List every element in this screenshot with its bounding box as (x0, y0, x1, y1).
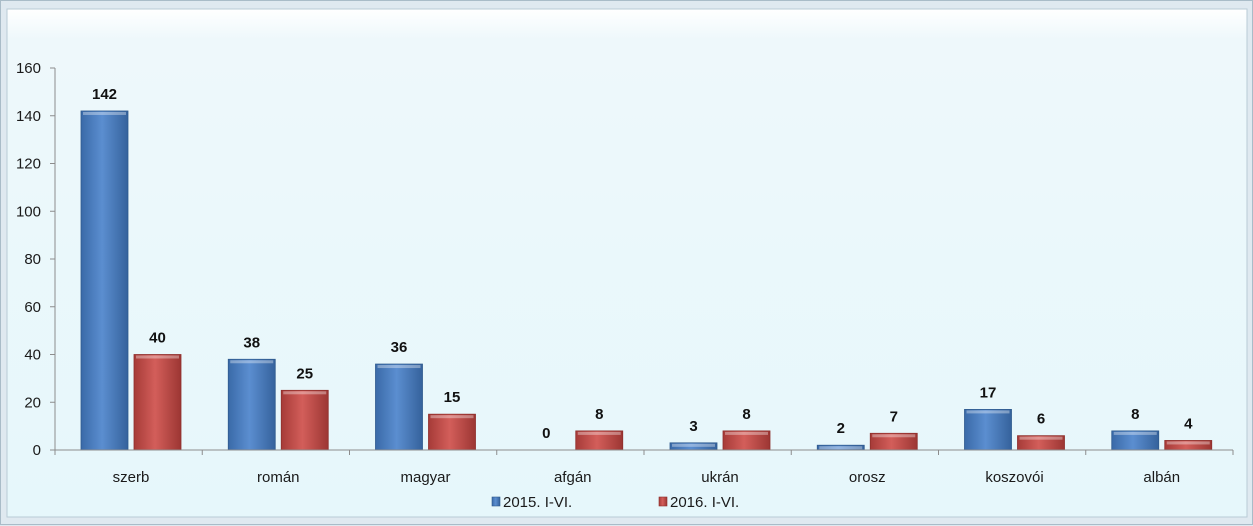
x-tick-label: ukrán (701, 469, 739, 486)
bar-series-1 (375, 363, 423, 451)
data-label: 40 (149, 330, 166, 347)
data-label: 0 (542, 425, 550, 442)
legend-swatch (658, 496, 668, 507)
x-tick-label: afgán (554, 469, 592, 486)
x-tick-label: magyar (400, 469, 450, 486)
x-tick-label: román (257, 469, 300, 486)
bar-highlight (136, 355, 179, 359)
y-tick-label: 0 (33, 442, 41, 459)
y-tick-label: 40 (24, 347, 41, 364)
data-label: 6 (1037, 411, 1045, 428)
bar-highlight (872, 434, 916, 438)
data-label: 15 (444, 389, 461, 406)
bar-series-1 (227, 358, 276, 451)
bar-series-2 (428, 413, 476, 451)
bar-series-1 (964, 409, 1012, 451)
y-tick-label: 100 (16, 203, 41, 220)
data-label: 2 (837, 420, 845, 437)
bar-highlight (1166, 441, 1210, 445)
bar-highlight (1113, 431, 1157, 435)
data-label: 7 (890, 408, 898, 425)
bar-highlight (672, 443, 715, 447)
y-tick-label: 160 (16, 60, 41, 77)
y-axis: 0 20 40 60 80 100 120 140 160 (16, 60, 56, 459)
bar-highlight (819, 446, 863, 450)
bar-series-2 (133, 354, 182, 451)
data-label: 142 (92, 86, 117, 103)
bar-series-2 (280, 389, 329, 451)
bar-highlight (230, 360, 274, 364)
bar-series-1 (80, 110, 129, 451)
bar-highlight (725, 431, 768, 435)
x-tick-label: albán (1143, 469, 1180, 486)
plot-background (6, 8, 1248, 518)
bar-highlight (577, 431, 621, 435)
x-tick-label: orosz (849, 469, 886, 486)
data-label: 8 (742, 406, 750, 423)
y-tick-label: 60 (24, 299, 41, 316)
legend-label: 2016. I-VI. (670, 494, 739, 511)
bar-highlight (83, 111, 126, 115)
data-label: 36 (391, 339, 408, 356)
bar-highlight (430, 415, 474, 419)
y-tick-label: 140 (16, 108, 41, 125)
data-label: 25 (296, 365, 313, 382)
legend: 2015. I-VI. 2016. I-VI. (491, 494, 739, 511)
data-label: 8 (1131, 406, 1139, 423)
legend-label: 2015. I-VI. (503, 494, 572, 511)
y-tick-label: 80 (24, 251, 41, 268)
data-label: 3 (689, 418, 697, 435)
data-label: 8 (595, 406, 603, 423)
bar-highlight (966, 410, 1010, 414)
x-tick-label: szerb (113, 469, 150, 486)
data-label: 17 (980, 384, 997, 401)
x-axis: szerb román magyar afgán ukrán orosz koszovói a… (54, 449, 1234, 486)
bar-highlight (283, 391, 327, 395)
bars (80, 110, 1213, 451)
y-tick-label: 120 (16, 156, 41, 173)
data-label: 38 (243, 334, 260, 351)
bar-highlight (1019, 436, 1063, 440)
legend-swatch (491, 496, 501, 507)
x-tick-label: koszovói (985, 469, 1043, 486)
y-tick-label: 20 (24, 394, 41, 411)
data-label: 4 (1184, 415, 1193, 432)
bar-highlight (377, 365, 421, 369)
